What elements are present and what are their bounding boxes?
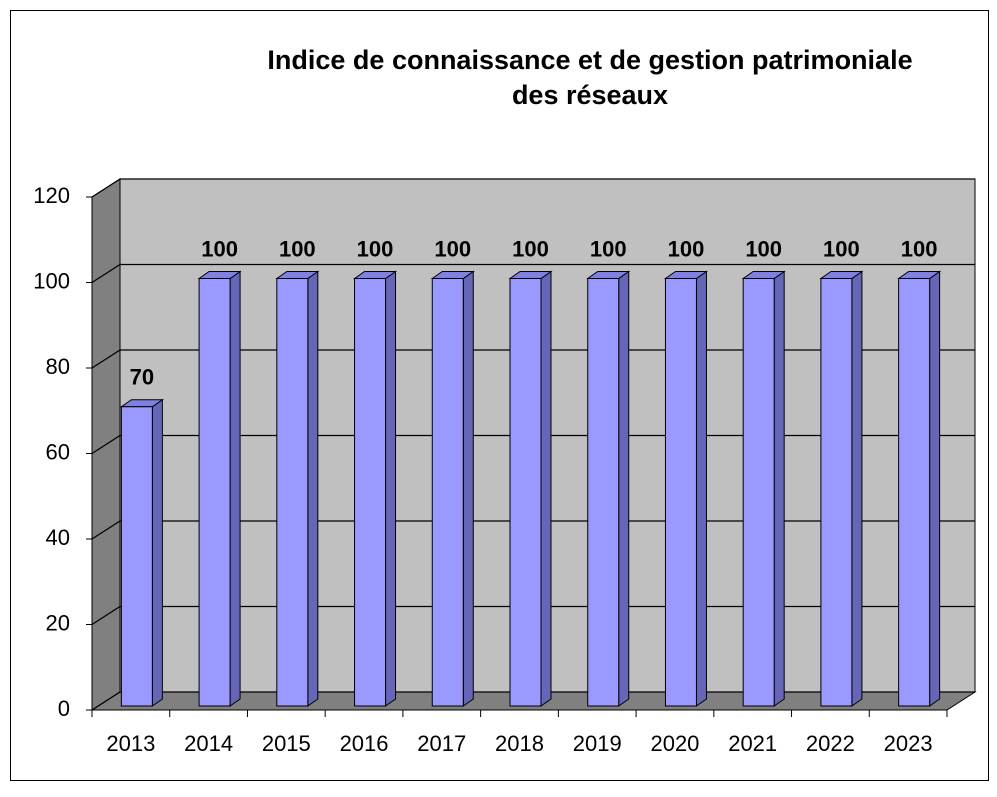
value-label: 100 [512,236,549,261]
x-tick-label: 2018 [495,731,544,756]
value-label: 100 [201,236,238,261]
x-tick-label: 2023 [884,731,933,756]
x-tick-label: 2020 [650,731,699,756]
y-tick-label: 60 [46,439,70,464]
grid-line [91,263,975,284]
y-tick-label: 20 [46,610,70,635]
value-label: 100 [901,236,938,261]
bar-side [618,270,630,707]
bar-side [929,270,941,707]
bar [276,278,309,707]
x-tick-label: 2015 [262,731,311,756]
bar [120,406,153,707]
bar-side [851,270,863,707]
bar-side [540,270,552,707]
chart-subtitle: des réseaux [512,80,668,110]
x-tick-label: 2019 [573,731,622,756]
bar [431,278,464,707]
bar-side [773,270,785,707]
y-tick-label: 80 [46,354,70,379]
x-tick-label: 2013 [106,731,155,756]
bar-side [229,270,241,707]
value-label: 100 [823,236,860,261]
bar [354,278,387,707]
bar-side [695,270,707,707]
value-label: 100 [357,236,394,261]
value-label: 100 [279,236,316,261]
y-tick-label: 40 [46,525,70,550]
x-tick-label: 2017 [417,731,466,756]
y-tick-label: 100 [33,268,70,293]
bar [898,278,931,707]
value-label: 100 [745,236,782,261]
y-tick-label: 0 [58,696,70,721]
x-tick-label: 2016 [340,731,389,756]
value-label: 70 [130,365,154,390]
chart-title: Indice de connaissance et de gestion pat… [267,45,912,75]
bar [664,278,697,707]
x-tick-label: 2022 [806,731,855,756]
value-label: 100 [668,236,705,261]
grid-line [91,178,975,198]
bar [587,278,620,707]
bar-side [151,398,163,707]
bar [742,278,775,707]
x-tick-label: 2021 [728,731,777,756]
bar [198,278,231,707]
bar-side [307,270,319,707]
bar [820,278,853,707]
y-tick-label: 120 [33,183,70,208]
value-label: 100 [434,236,471,261]
bar [509,278,542,707]
value-label: 100 [590,236,627,261]
bar-side [462,270,474,707]
bar-side [385,270,397,707]
x-tick-label: 2014 [184,731,233,756]
